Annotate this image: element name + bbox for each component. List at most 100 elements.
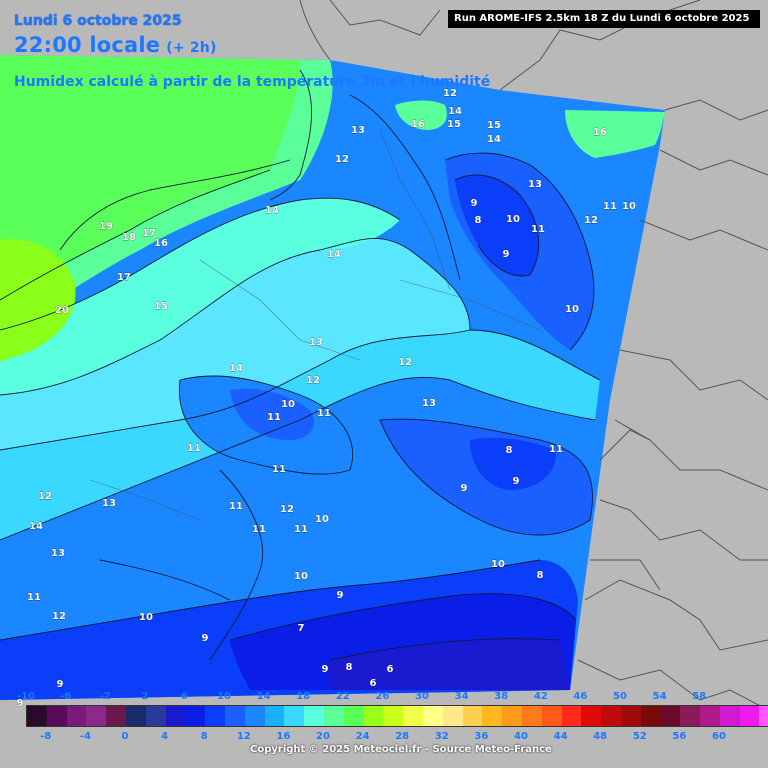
legend-tick-bottom: 20	[316, 731, 330, 742]
legend-tick-bottom: 0	[121, 731, 129, 742]
contour-label: 10	[294, 571, 308, 582]
legend-swatch	[759, 706, 768, 726]
legend-swatch	[125, 706, 146, 726]
legend-tick-bottom: 52	[632, 731, 647, 742]
contour-label: 16	[411, 119, 425, 130]
legend-swatch	[284, 706, 305, 726]
contour-label: 10	[491, 559, 505, 570]
legend-swatch	[442, 706, 463, 726]
contour-label: 13	[309, 337, 323, 348]
contour-label: 11	[252, 524, 266, 535]
contour-label: 12	[584, 215, 598, 226]
contour-label: 10	[622, 201, 636, 212]
contour-label: 14	[487, 134, 501, 145]
contour-label: 19	[99, 221, 113, 232]
humidex-zone-16-ne	[565, 110, 665, 158]
legend-swatch	[224, 706, 245, 726]
contour-label: 9	[503, 249, 510, 260]
legend-tick-bottom: 8	[200, 731, 208, 742]
legend-tick-top: -2	[99, 691, 111, 702]
legend-swatch	[66, 706, 87, 726]
legend-swatch	[521, 706, 542, 726]
contour-label: 9	[461, 483, 468, 494]
legend-swatch	[462, 706, 483, 726]
legend-tick-top: 30	[415, 691, 429, 702]
legend-tick-top: 2	[141, 691, 149, 702]
legend-swatch	[601, 706, 621, 726]
contour-label: 12	[443, 88, 457, 99]
contour-label: 6	[370, 678, 377, 689]
contour-label: 11	[531, 224, 545, 235]
country-borders	[299, 0, 768, 711]
contour-label: 13	[51, 548, 65, 559]
contour-label: 9	[17, 698, 24, 709]
legend-tick-bottom: 24	[355, 731, 370, 742]
contour-label: 15	[487, 120, 501, 131]
contour-label: 10	[565, 304, 579, 315]
legend-swatch	[660, 706, 681, 726]
legend-tick-top: 34	[454, 691, 469, 702]
legend-swatch	[422, 706, 443, 726]
legend-swatch	[343, 706, 364, 726]
humidex-zone-4-south	[330, 638, 570, 690]
contour-label: 18	[122, 232, 136, 243]
contour-label: 14	[229, 363, 243, 374]
humidex-zone-15	[0, 198, 400, 395]
contour-label: 16	[593, 127, 607, 138]
legend-tick-top: 14	[256, 691, 271, 702]
contour-label: 15	[447, 119, 461, 130]
contour-label: 11	[603, 201, 617, 212]
legend-tick-bottom: 44	[553, 731, 568, 742]
legend-tick-top: 6	[180, 691, 188, 702]
legend-swatch	[482, 706, 503, 726]
model-run-info: Run AROME-IFS 2.5km 18 Z du Lundi 6 octo…	[448, 10, 760, 28]
legend-swatch	[403, 706, 423, 726]
contour-label: 8	[537, 570, 544, 581]
forecast-time-local: 22:00 locale	[14, 33, 161, 57]
legend-tick-top: 38	[494, 691, 509, 702]
legend-tick-bottom: 56	[672, 731, 687, 742]
contour-label: 9	[337, 590, 344, 601]
legend-tick-bottom: 4	[161, 731, 169, 742]
legend-swatch	[304, 706, 324, 726]
contour-label: 12	[280, 504, 294, 515]
legend-swatch	[640, 706, 661, 726]
legend-swatch	[383, 706, 404, 726]
contour-label: 15	[154, 301, 168, 312]
legend-swatch	[581, 706, 602, 726]
legend-tick-top: 42	[533, 691, 548, 702]
legend-tick-top: 26	[375, 691, 390, 702]
contour-label: 11	[549, 444, 563, 455]
legend-tick-bottom: 12	[236, 731, 251, 742]
legend-tick-top: 18	[296, 691, 311, 702]
contour-label: 12	[398, 357, 412, 368]
humidex-zone-9-alps	[455, 175, 539, 276]
legend-tick-top: -10	[16, 691, 36, 702]
parameter-description: Humidex calculé à partir de la températu…	[14, 74, 491, 90]
legend-swatch	[502, 706, 522, 726]
contour-label: 11	[187, 443, 201, 454]
contour-label: 9	[57, 679, 64, 690]
legend-tick-bottom: -4	[79, 731, 91, 742]
contour-label: 13	[422, 398, 436, 409]
legend-swatch	[680, 706, 701, 726]
contour-label: 8	[346, 662, 353, 673]
legend-swatch	[541, 706, 562, 726]
legend-swatch	[719, 706, 740, 726]
contour-label: 9	[202, 633, 209, 644]
legend-tick-top: 58	[692, 691, 707, 702]
legend-swatch	[145, 706, 166, 726]
contour-label: 14	[265, 205, 279, 216]
legend-swatch	[620, 706, 641, 726]
legend-tick-bottom: 40	[514, 731, 528, 742]
contour-label: 16	[154, 238, 168, 249]
legend-tick-top: 10	[217, 691, 231, 702]
legend-swatch	[363, 706, 384, 726]
legend-swatch	[244, 706, 265, 726]
legend-tick-bottom: 16	[276, 731, 291, 742]
contour-label: 20	[55, 305, 69, 316]
contour-label: 11	[294, 524, 308, 535]
region-borders	[89, 129, 541, 521]
legend-swatch	[700, 706, 720, 726]
